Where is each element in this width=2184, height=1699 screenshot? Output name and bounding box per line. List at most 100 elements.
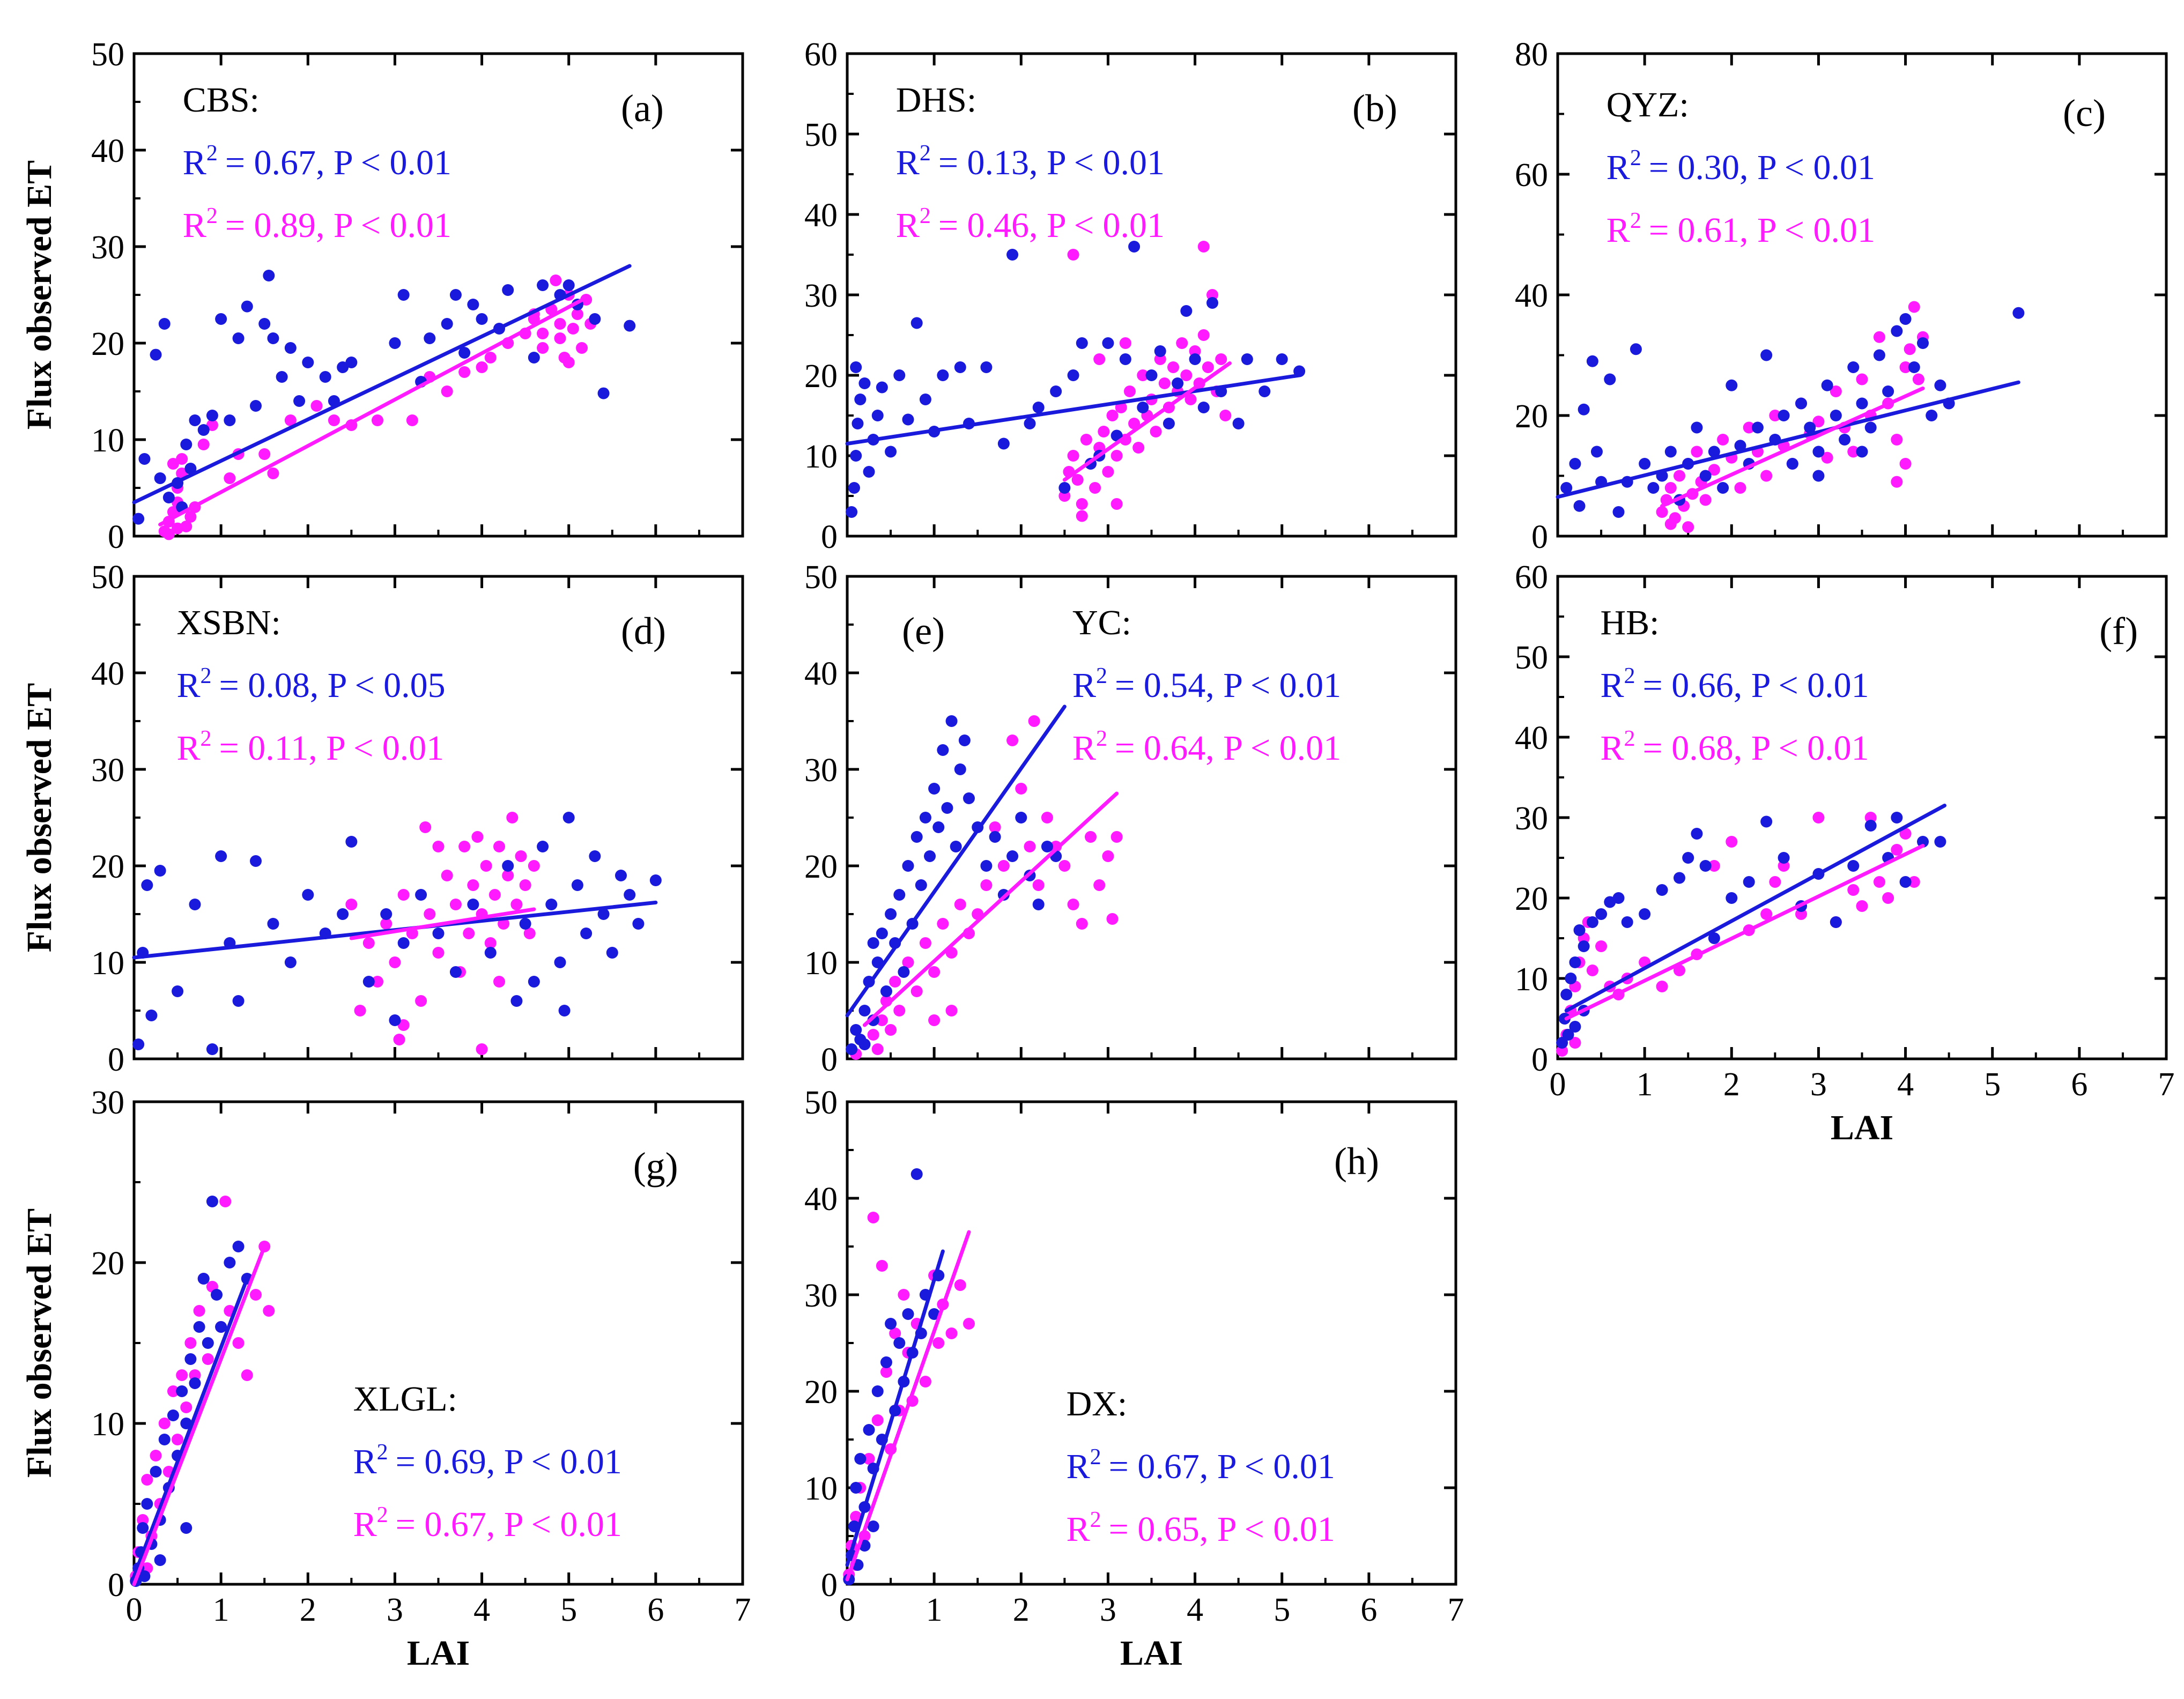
data-point-blue bbox=[554, 956, 566, 968]
data-point-magenta bbox=[1682, 521, 1694, 533]
data-point-magenta bbox=[1569, 1037, 1581, 1049]
data-point-magenta bbox=[1102, 466, 1114, 478]
fit-line-blue bbox=[132, 1277, 249, 1578]
data-point-blue bbox=[1847, 860, 1860, 872]
data-point-magenta bbox=[928, 966, 941, 978]
data-point-blue bbox=[1934, 836, 1946, 848]
data-point-blue bbox=[1864, 820, 1877, 832]
data-point-blue bbox=[441, 318, 453, 330]
data-point-magenta bbox=[528, 860, 540, 872]
data-point-magenta bbox=[945, 1327, 958, 1339]
data-point-blue bbox=[150, 1466, 162, 1478]
data-point-magenta bbox=[1691, 446, 1703, 458]
data-point-blue bbox=[1856, 446, 1868, 458]
data-point-magenta bbox=[963, 1318, 975, 1330]
data-point-magenta bbox=[380, 918, 393, 930]
x-tick-label: 6 bbox=[1360, 1592, 1377, 1628]
data-point-blue bbox=[1241, 353, 1253, 365]
data-point-blue bbox=[345, 357, 358, 368]
panel-label: (a) bbox=[621, 87, 664, 130]
data-point-blue bbox=[189, 414, 201, 426]
data-point-magenta bbox=[1586, 965, 1598, 976]
data-point-blue bbox=[1899, 876, 1912, 888]
data-point-magenta bbox=[871, 1043, 884, 1055]
data-point-blue bbox=[880, 985, 892, 997]
data-point-blue bbox=[1565, 973, 1577, 984]
data-point-blue bbox=[206, 1043, 218, 1055]
x-tick-label: 1 bbox=[926, 1592, 943, 1628]
data-point-magenta bbox=[910, 985, 923, 997]
data-point-blue bbox=[597, 387, 610, 399]
data-point-blue bbox=[380, 908, 393, 920]
y-tick-label: 30 bbox=[804, 752, 838, 789]
data-point-magenta bbox=[1830, 385, 1842, 397]
y-tick-label: 0 bbox=[821, 1567, 838, 1604]
data-point-blue bbox=[337, 361, 349, 373]
y-tick-label: 40 bbox=[1515, 720, 1548, 756]
data-point-blue bbox=[867, 937, 879, 949]
data-point-magenta bbox=[480, 860, 492, 872]
data-point-magenta bbox=[406, 414, 418, 426]
y-tick-label: 0 bbox=[1531, 519, 1548, 555]
y-axis-label: Flux observed ET bbox=[20, 683, 59, 952]
y-tick-label: 0 bbox=[821, 1042, 838, 1078]
data-point-magenta bbox=[463, 928, 475, 939]
x-tick-label: 0 bbox=[839, 1592, 856, 1628]
data-point-blue bbox=[232, 332, 245, 344]
y-tick-label: 20 bbox=[804, 849, 838, 885]
y-tick-label: 0 bbox=[108, 1567, 124, 1604]
data-point-magenta bbox=[1219, 410, 1232, 421]
data-point-blue bbox=[848, 482, 860, 494]
data-point-magenta bbox=[206, 419, 218, 431]
panel-label: (f) bbox=[2099, 610, 2138, 652]
data-point-blue bbox=[963, 792, 975, 804]
data-point-magenta bbox=[1076, 918, 1088, 930]
data-point-magenta bbox=[1769, 876, 1781, 888]
data-point-magenta bbox=[1071, 474, 1084, 486]
x-tick-label: 1 bbox=[1637, 1066, 1653, 1103]
data-point-blue bbox=[910, 317, 923, 329]
panel-a: 0 10 20 30 40 50 Flux observed ET CBS: R2 = 0.67,… bbox=[20, 36, 744, 555]
data-point-magenta bbox=[945, 1005, 958, 1017]
x-tick-label: 5 bbox=[1274, 1592, 1290, 1628]
data-point-blue bbox=[885, 446, 897, 458]
data-point-magenta bbox=[141, 1474, 153, 1486]
x-tick-label: 3 bbox=[1810, 1066, 1827, 1103]
data-point-magenta bbox=[1006, 734, 1019, 746]
fit-line-blue bbox=[845, 373, 1301, 446]
data-point-blue bbox=[302, 889, 314, 901]
data-point-magenta bbox=[158, 1418, 171, 1429]
data-point-blue bbox=[1812, 470, 1825, 482]
data-point-magenta bbox=[484, 352, 497, 363]
data-point-blue bbox=[915, 879, 927, 891]
y-tick-label: 0 bbox=[108, 519, 124, 555]
data-point-blue bbox=[580, 928, 593, 939]
data-point-magenta bbox=[432, 841, 445, 852]
data-point-blue bbox=[1873, 349, 1885, 361]
data-point-blue bbox=[1647, 482, 1660, 494]
data-point-blue bbox=[1197, 402, 1210, 413]
y-tick-label: 40 bbox=[1515, 278, 1548, 314]
data-point-magenta bbox=[1093, 353, 1106, 365]
data-point-blue bbox=[919, 812, 931, 823]
data-point-magenta bbox=[263, 1305, 275, 1317]
data-point-blue bbox=[1726, 892, 1738, 904]
data-point-magenta bbox=[1664, 518, 1677, 530]
data-point-magenta bbox=[1202, 361, 1214, 373]
data-point-magenta bbox=[919, 937, 931, 949]
fit-line-magenta bbox=[1660, 386, 1925, 508]
data-point-blue bbox=[954, 763, 966, 775]
data-point-magenta bbox=[863, 1453, 875, 1465]
data-point-magenta bbox=[1089, 482, 1101, 494]
data-point-blue bbox=[337, 908, 349, 920]
data-point-magenta bbox=[224, 472, 236, 484]
x-tick-label: 4 bbox=[1187, 1592, 1203, 1628]
data-point-magenta bbox=[284, 414, 297, 426]
data-point-magenta bbox=[510, 899, 523, 910]
data-point-blue bbox=[1751, 421, 1764, 434]
data-point-blue bbox=[158, 318, 171, 330]
data-point-magenta bbox=[1812, 416, 1825, 428]
y-tick-label: 50 bbox=[1515, 640, 1548, 676]
x-tick-label: 5 bbox=[560, 1592, 577, 1628]
